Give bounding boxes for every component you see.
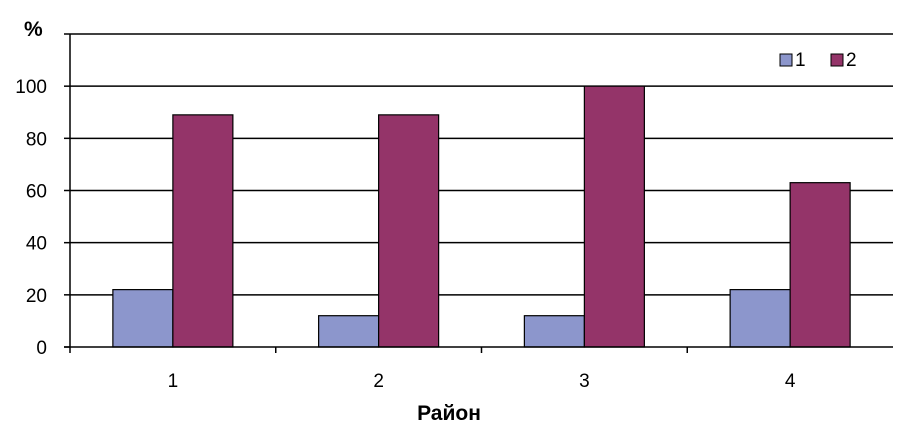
- y-tick-label-40: 40: [26, 234, 47, 255]
- x-tick-label-3: 3: [579, 371, 590, 392]
- legend-swatch-2: [830, 53, 844, 67]
- y-tick-label-0: 0: [36, 338, 47, 359]
- bars: [112, 85, 851, 348]
- legend-swatch-1: [779, 53, 793, 67]
- bar-series-1-cat-4: [729, 289, 791, 348]
- x-tick-label-1: 1: [168, 371, 179, 392]
- bar-series-2-cat-2: [378, 114, 440, 348]
- bar-series-1-cat-1: [112, 289, 174, 348]
- x-tick-label-4: 4: [785, 371, 796, 392]
- axes: [64, 33, 893, 353]
- bar-series-1-cat-3: [523, 315, 585, 348]
- bar-series-2-cat-3: [583, 85, 645, 348]
- x-tick-label-2: 2: [373, 371, 384, 392]
- y-axis-title: %: [24, 18, 43, 41]
- x-axis-title: Район: [417, 402, 481, 425]
- legend-label-1: 1: [795, 50, 806, 71]
- y-tick-label-80: 80: [26, 129, 47, 150]
- bar-series-2-cat-4: [789, 182, 851, 348]
- bar-series-2-cat-1: [172, 114, 234, 348]
- y-tick-label-60: 60: [26, 182, 47, 203]
- tick-labels: 0 20 40 60 80 100 1 2 3 4: [15, 77, 796, 392]
- legend-label-2: 2: [846, 50, 857, 71]
- y-tick-label-20: 20: [26, 286, 47, 307]
- bar-series-1-cat-2: [318, 315, 380, 348]
- y-tick-label-100: 100: [15, 77, 47, 98]
